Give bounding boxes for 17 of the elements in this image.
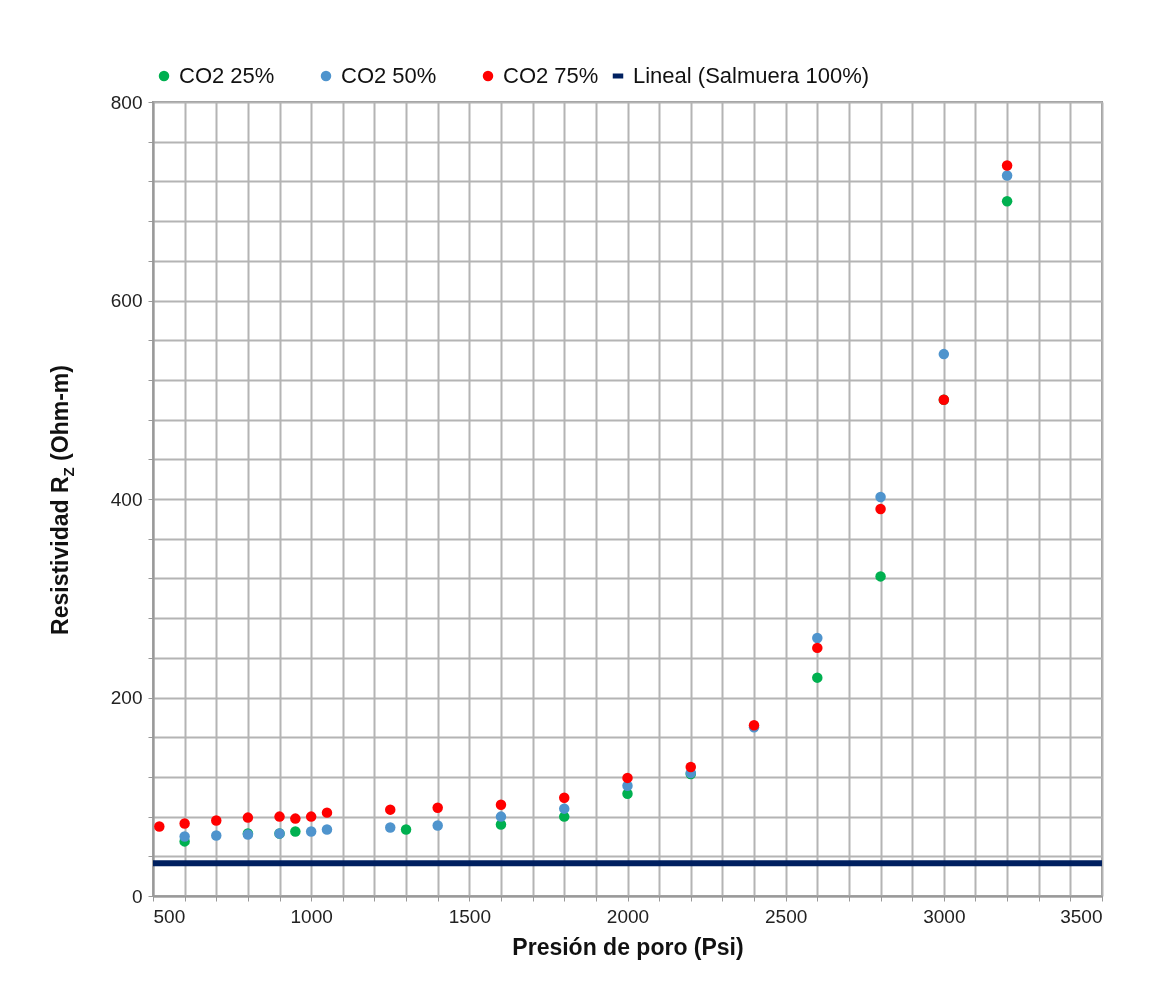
y-tick-label: 200 — [110, 687, 143, 708]
x-tick-label: 500 — [153, 905, 186, 927]
x-tick-label: 1000 — [290, 905, 333, 927]
x-tick-label: 3000 — [923, 905, 966, 927]
y-tick-label: 400 — [110, 488, 143, 510]
y-tick-label: 600 — [110, 290, 143, 311]
legend-label: CO2 50% — [341, 63, 437, 88]
x-axis-title: Presión de poro (Psi) — [512, 933, 744, 960]
legend-label: CO2 25% — [179, 63, 275, 88]
x-tick-label: 2500 — [765, 905, 808, 927]
y-tick-label: 0 — [131, 885, 143, 907]
x-tick-label: 2000 — [606, 905, 650, 927]
x-tick-label: 1500 — [448, 905, 491, 927]
legend-label: Lineal (Salmuera 100%) — [633, 63, 870, 88]
legend-label: CO2 75% — [503, 63, 599, 88]
y-tick-label: 800 — [110, 91, 143, 113]
x-tick-label: 3500 — [1060, 905, 1103, 927]
